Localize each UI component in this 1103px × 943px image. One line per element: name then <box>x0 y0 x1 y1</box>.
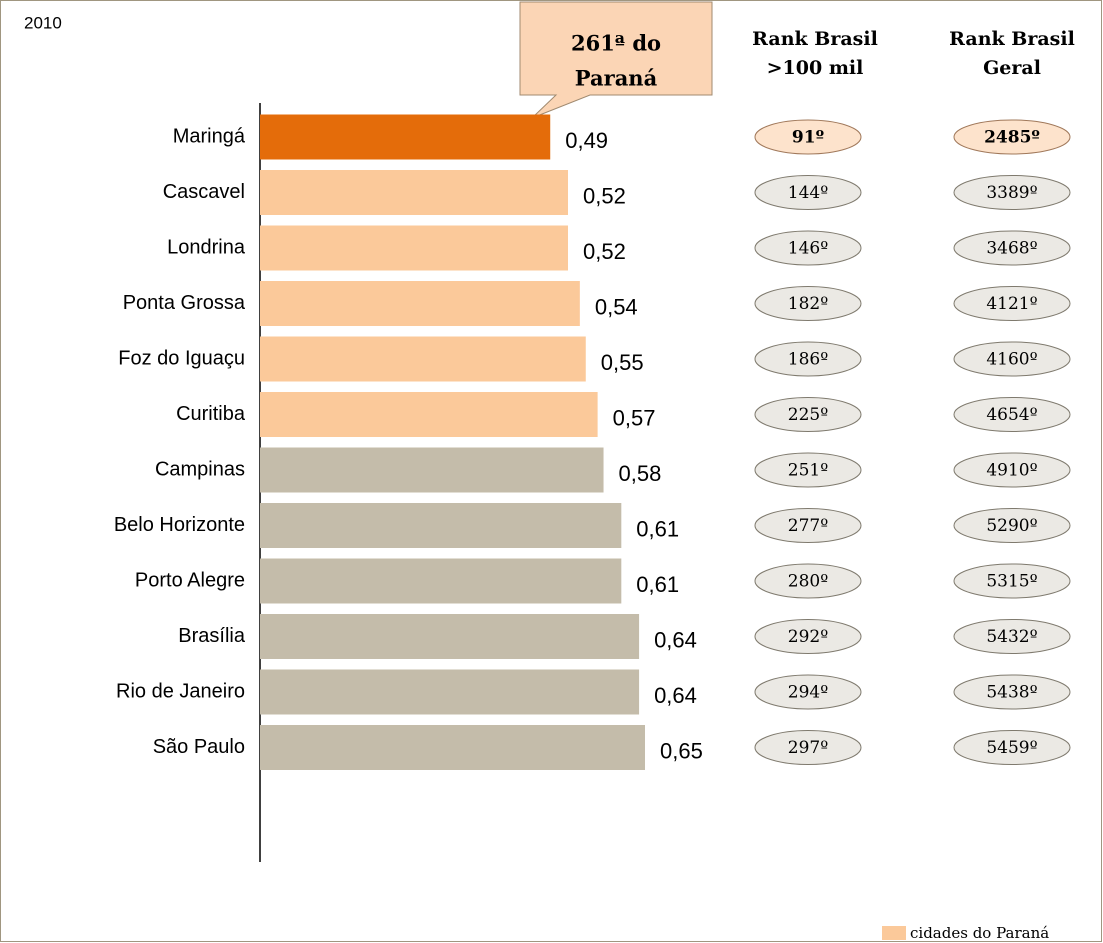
rank-oval <box>754 230 862 266</box>
rank-label: 294º <box>788 683 828 703</box>
legend-swatch <box>882 926 906 940</box>
value-label: 0,49 <box>565 128 608 153</box>
rank-label: 5432º <box>986 627 1037 647</box>
rank-oval <box>754 341 862 377</box>
category-label: São Paulo <box>153 736 245 758</box>
rank-oval <box>953 563 1071 599</box>
category-label: Londrina <box>167 236 246 258</box>
category-label: Belo Horizonte <box>114 514 245 536</box>
rank-oval <box>754 452 862 488</box>
bar <box>260 170 568 215</box>
bar <box>260 225 568 271</box>
rank-label: 144º <box>788 183 828 203</box>
value-label: 0,52 <box>583 183 626 208</box>
rank-oval <box>754 286 862 321</box>
rank-oval <box>754 730 862 765</box>
value-label: 0,52 <box>583 239 626 264</box>
bar <box>260 447 604 493</box>
category-label: Foz do Iguaçu <box>118 347 245 369</box>
rank-label: 4910º <box>986 461 1037 481</box>
rank-oval <box>953 730 1071 765</box>
rank-oval <box>953 230 1071 266</box>
rank-label: 225º <box>788 405 828 425</box>
rank-label: 3468º <box>986 239 1037 259</box>
rank-label: 4654º <box>986 405 1037 425</box>
value-label: 0,65 <box>660 738 703 763</box>
value-label: 0,57 <box>613 405 656 430</box>
category-label: Rio de Janeiro <box>116 680 245 702</box>
bar <box>260 503 622 548</box>
rank-label: 5438º <box>986 683 1037 703</box>
rank-oval <box>754 119 862 155</box>
rank-label: 5459º <box>986 738 1037 758</box>
rank-label: 5315º <box>986 572 1037 592</box>
rank-oval <box>754 397 862 432</box>
value-label: 0,64 <box>654 683 697 708</box>
rank-oval <box>953 397 1071 432</box>
rank-oval <box>953 341 1071 377</box>
rank-oval <box>953 619 1071 654</box>
bar <box>260 614 640 659</box>
column-header: Rank Brasil <box>949 28 1075 50</box>
rank-label: 297º <box>788 738 828 758</box>
annotation-text: 261ª do <box>571 31 661 56</box>
bar <box>260 558 622 604</box>
rank-label: 146º <box>788 239 828 259</box>
rank-oval <box>953 119 1071 155</box>
annotation-box <box>519 1 713 119</box>
category-label: Brasília <box>178 625 246 647</box>
rank-label: 91º <box>792 128 824 148</box>
category-label: Cascavel <box>163 181 245 203</box>
rank-oval <box>953 674 1071 710</box>
value-label: 0,58 <box>619 461 662 486</box>
rank-label: 2485º <box>984 128 1040 148</box>
rank-oval <box>754 508 862 543</box>
rank-oval <box>754 563 862 599</box>
bar <box>260 669 640 715</box>
rank-oval <box>953 175 1071 210</box>
rank-label: 3389º <box>986 183 1037 203</box>
rank-label: 5290º <box>986 516 1037 536</box>
rank-label: 280º <box>788 572 828 592</box>
bar <box>260 114 551 160</box>
rank-oval <box>953 452 1071 488</box>
value-label: 0,64 <box>654 627 697 652</box>
bar <box>260 725 645 770</box>
category-label: Ponta Grossa <box>123 292 246 314</box>
bar <box>260 392 598 437</box>
category-label: Campinas <box>155 458 245 480</box>
rank-oval <box>953 508 1071 543</box>
rank-label: 277º <box>788 516 828 536</box>
rank-oval <box>754 619 862 654</box>
column-header: Rank Brasil <box>752 28 878 50</box>
value-label: 0,61 <box>636 572 679 597</box>
value-label: 0,54 <box>595 294 638 319</box>
rank-label: 4160º <box>986 350 1037 370</box>
rank-oval <box>754 674 862 710</box>
bar <box>260 281 580 326</box>
column-header: >100 mil <box>767 57 864 79</box>
rank-label: 4121º <box>986 294 1037 314</box>
column-header: Geral <box>983 57 1041 79</box>
category-label: Curitiba <box>176 403 246 425</box>
rank-label: 292º <box>788 627 828 647</box>
value-label: 0,55 <box>601 350 644 375</box>
rank-label: 251º <box>788 461 828 481</box>
category-label: Maringá <box>173 125 246 147</box>
rank-label: 182º <box>788 294 828 314</box>
rank-oval <box>953 286 1071 321</box>
bar <box>260 336 586 382</box>
category-label: Porto Alegre <box>135 569 245 591</box>
chart-title: 2010 <box>24 13 62 32</box>
rank-label: 186º <box>788 350 828 370</box>
value-label: 0,61 <box>636 516 679 541</box>
rank-oval <box>754 175 862 210</box>
annotation-text: Paraná <box>575 66 658 91</box>
legend-label: cidades do Paraná <box>910 924 1049 942</box>
